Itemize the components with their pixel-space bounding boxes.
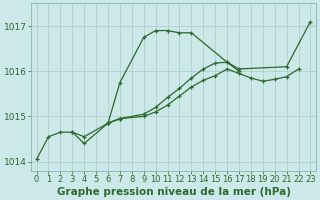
X-axis label: Graphe pression niveau de la mer (hPa): Graphe pression niveau de la mer (hPa) (57, 187, 291, 197)
